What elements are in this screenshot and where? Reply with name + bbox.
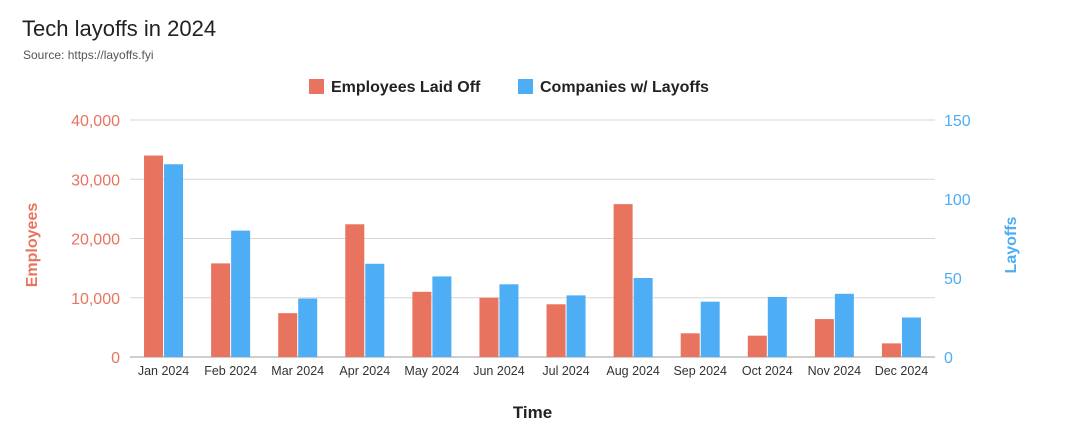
- chart-title: Tech layoffs in 2024: [22, 16, 217, 41]
- bar-employees-laid-off: [680, 333, 700, 357]
- bar-companies-with-layoffs: [767, 296, 787, 357]
- bar-employees-laid-off: [747, 335, 767, 357]
- y-right-tick-label: 0: [944, 350, 953, 367]
- y-right-tick-label: 150: [944, 113, 971, 130]
- bar-employees-laid-off: [211, 263, 231, 357]
- x-tick-label: Feb 2024: [204, 364, 257, 378]
- bar-companies-with-layoffs: [365, 263, 385, 357]
- bars: [144, 155, 921, 357]
- legend-swatch: [309, 79, 324, 94]
- legend-swatch: [518, 79, 533, 94]
- x-tick-label: Dec 2024: [875, 364, 929, 378]
- bar-companies-with-layoffs: [566, 295, 586, 357]
- bar-employees-laid-off: [881, 343, 901, 357]
- legend-label: Companies w/ Layoffs: [540, 79, 709, 96]
- chart-source: Source: https://layoffs.fyi: [23, 48, 154, 62]
- bar-companies-with-layoffs: [633, 278, 653, 357]
- x-tick-label: Mar 2024: [271, 364, 324, 378]
- legend-label: Employees Laid Off: [331, 79, 481, 96]
- axes: 0 10,000 20,000 30,000 40,000 0 50 100 150 Jan 20…: [24, 113, 1020, 422]
- bar-companies-with-layoffs: [231, 230, 251, 357]
- gridlines: [130, 119, 935, 358]
- bar-companies-with-layoffs: [901, 317, 921, 357]
- x-tick-label: Apr 2024: [339, 364, 390, 378]
- x-tick-label: Nov 2024: [808, 364, 862, 378]
- bar-companies-with-layoffs: [298, 298, 318, 357]
- y-left-tick-label: 20,000: [71, 232, 120, 249]
- y-left-tick-label: 30,000: [71, 172, 120, 189]
- bar-employees-laid-off: [144, 155, 164, 357]
- bar-employees-laid-off: [546, 304, 566, 357]
- x-tick-label: Aug 2024: [606, 364, 660, 378]
- x-tick-label: May 2024: [404, 364, 459, 378]
- y-right-axis-title: Layoffs: [1003, 216, 1020, 273]
- y-right-tick-label: 100: [944, 192, 971, 209]
- x-tick-label: Jul 2024: [542, 364, 589, 378]
- x-tick-label: Sep 2024: [673, 364, 727, 378]
- y-left-axis-title: Employees: [24, 203, 41, 288]
- y-left-tick-label: 40,000: [71, 113, 120, 130]
- x-tick-label: Jan 2024: [138, 364, 189, 378]
- bar-employees-laid-off: [345, 224, 365, 357]
- bar-companies-with-layoffs: [432, 276, 452, 357]
- legend: Employees Laid Off Companies w/ Layoffs: [309, 79, 709, 96]
- y-left-tick-label: 0: [111, 350, 120, 367]
- bar-companies-with-layoffs: [700, 301, 720, 357]
- bar-employees-laid-off: [613, 204, 633, 357]
- bar-companies-with-layoffs: [834, 293, 854, 357]
- y-right-tick-label: 50: [944, 271, 962, 288]
- bar-companies-with-layoffs: [164, 164, 184, 357]
- bar-employees-laid-off: [412, 291, 432, 357]
- bar-companies-with-layoffs: [499, 284, 519, 357]
- bar-employees-laid-off: [479, 297, 499, 357]
- bar-employees-laid-off: [814, 319, 834, 357]
- y-left-tick-label: 10,000: [71, 291, 120, 308]
- x-tick-label: Jun 2024: [473, 364, 524, 378]
- x-axis-title: Time: [513, 403, 552, 422]
- x-tick-label: Oct 2024: [742, 364, 793, 378]
- bar-employees-laid-off: [278, 313, 298, 357]
